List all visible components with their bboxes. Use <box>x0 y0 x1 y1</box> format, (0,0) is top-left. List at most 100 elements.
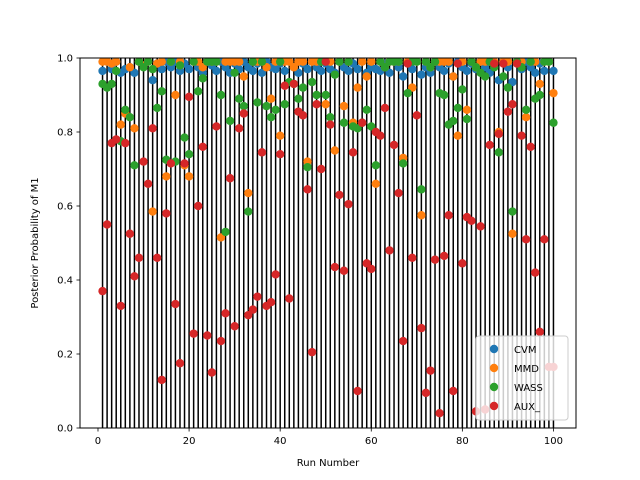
data-point <box>353 83 362 92</box>
y-tick-label: 0.0 <box>57 424 73 435</box>
data-point <box>230 322 239 331</box>
data-point <box>180 133 189 142</box>
data-point <box>98 66 107 76</box>
data-point <box>540 66 549 76</box>
series-aux <box>98 57 558 418</box>
data-point <box>116 301 125 311</box>
data-point <box>253 292 262 301</box>
x-tick-label: 60 <box>365 436 378 447</box>
data-point <box>371 179 381 188</box>
data-point <box>244 207 253 216</box>
data-point <box>521 105 531 115</box>
data-point <box>234 124 244 133</box>
data-point <box>508 100 517 109</box>
data-point <box>225 116 235 126</box>
data-point <box>508 229 517 238</box>
data-point <box>148 76 157 85</box>
data-point <box>485 140 494 150</box>
data-point <box>531 68 540 78</box>
data-point <box>212 122 221 131</box>
data-point <box>362 259 371 268</box>
data-point <box>184 92 194 102</box>
legend-label: AUX_ <box>514 402 541 413</box>
data-point <box>280 81 289 90</box>
data-point <box>330 262 340 272</box>
data-point <box>471 63 481 72</box>
x-tick-label: 80 <box>456 436 469 447</box>
data-point <box>389 140 399 150</box>
data-point <box>494 129 503 139</box>
data-point <box>339 118 349 127</box>
data-point <box>394 188 403 198</box>
data-point <box>326 120 335 129</box>
data-point <box>394 57 403 66</box>
data-point <box>353 124 362 133</box>
data-point <box>535 79 544 89</box>
data-point <box>271 64 280 74</box>
data-point <box>139 63 148 72</box>
data-point <box>335 190 344 200</box>
data-point <box>184 64 194 74</box>
data-point <box>248 66 258 76</box>
data-point <box>107 79 116 89</box>
data-point <box>508 207 517 216</box>
data-point <box>444 211 453 220</box>
data-point <box>339 101 349 111</box>
data-point <box>380 63 390 72</box>
data-point <box>417 185 426 194</box>
data-point <box>153 103 162 113</box>
y-tick-label: 0.2 <box>57 350 73 361</box>
data-point <box>453 59 463 68</box>
data-point <box>376 57 385 66</box>
data-point <box>121 138 130 148</box>
data-point <box>490 59 499 68</box>
data-point <box>189 57 198 66</box>
data-point <box>403 59 412 68</box>
data-point <box>157 87 166 96</box>
data-point <box>298 57 308 66</box>
data-point <box>266 113 276 122</box>
data-point <box>549 66 558 76</box>
y-axis-label: Posterior Probability of M1 <box>30 177 41 308</box>
data-point <box>458 85 467 94</box>
data-point <box>162 209 171 218</box>
data-point <box>417 70 426 79</box>
data-point <box>531 268 540 277</box>
data-point <box>266 298 276 307</box>
data-point <box>125 113 135 122</box>
data-point <box>344 66 353 76</box>
data-point <box>326 113 335 122</box>
data-point <box>426 63 435 72</box>
data-point <box>316 66 326 76</box>
data-point <box>362 72 371 81</box>
data-point <box>198 63 207 72</box>
data-point <box>435 409 444 418</box>
data-point <box>275 57 285 66</box>
data-point <box>408 83 417 92</box>
data-point <box>303 64 312 74</box>
data-point <box>157 57 166 66</box>
y-tick-label: 0.6 <box>57 202 73 213</box>
data-point <box>430 255 440 264</box>
data-point <box>307 77 317 87</box>
data-point <box>499 59 508 68</box>
data-point <box>280 66 289 76</box>
data-point <box>339 266 349 275</box>
data-point <box>357 118 367 127</box>
legend-label: WASS <box>514 383 543 394</box>
data-point <box>385 246 394 255</box>
data-point <box>549 118 558 127</box>
data-point <box>212 66 221 76</box>
data-point <box>171 299 180 309</box>
data-point <box>367 57 376 66</box>
data-point <box>521 113 531 122</box>
data-point <box>449 386 458 396</box>
data-point <box>421 388 431 398</box>
data-point <box>449 72 458 81</box>
data-point <box>148 124 157 133</box>
data-point <box>134 253 144 262</box>
data-point <box>444 57 453 66</box>
y-tick-label: 0.4 <box>57 276 73 287</box>
data-point <box>239 101 248 111</box>
data-point <box>134 57 144 66</box>
